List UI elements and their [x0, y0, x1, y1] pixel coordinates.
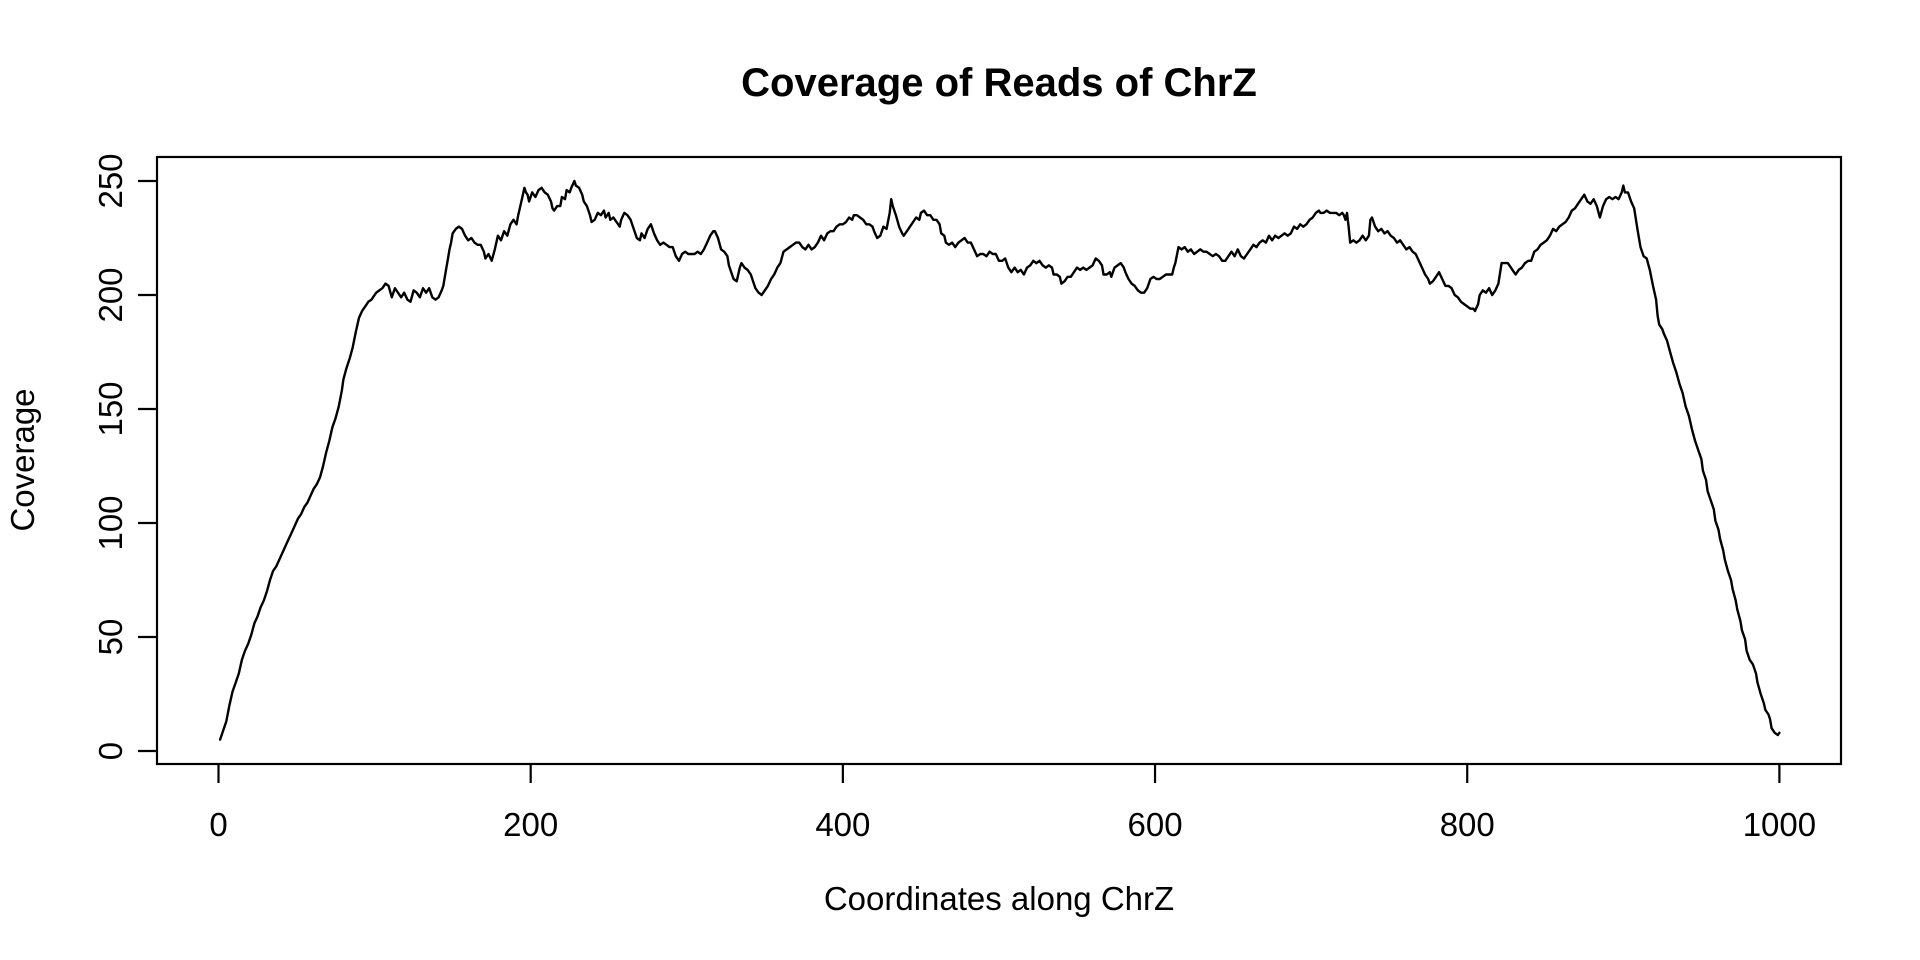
x-tick-label: 200	[503, 806, 558, 843]
y-tick-label: 100	[92, 495, 129, 550]
y-axis: 0 50 100 150 200 250	[92, 153, 157, 760]
x-tick-label: 800	[1440, 806, 1495, 843]
x-tick-label: 400	[815, 806, 870, 843]
y-tick-label: 250	[92, 153, 129, 208]
x-tick-label: 1000	[1743, 806, 1816, 843]
y-tick-label: 0	[92, 742, 129, 760]
x-axis-label: Coordinates along ChrZ	[824, 880, 1174, 917]
y-tick-label: 50	[92, 619, 129, 656]
x-tick-label: 0	[209, 806, 227, 843]
x-tick-label: 600	[1128, 806, 1183, 843]
coverage-line	[218, 179, 1781, 741]
x-axis: 0 200 400 600 800 1000	[209, 764, 1816, 843]
y-tick-label: 200	[92, 267, 129, 322]
plot-box	[155, 155, 1843, 766]
y-tick-label: 150	[92, 381, 129, 436]
chart-title: Coverage of Reads of ChrZ	[741, 61, 1257, 105]
y-axis-label: Coverage	[4, 388, 41, 531]
